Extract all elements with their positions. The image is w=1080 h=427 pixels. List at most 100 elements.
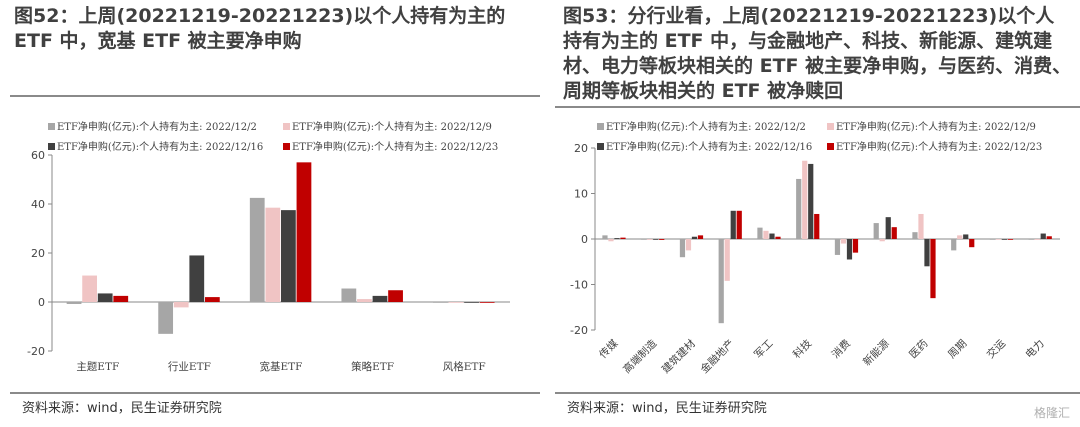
bar: [879, 239, 885, 242]
bar: [479, 302, 495, 303]
legend-label: ETF净申购(亿元):个人持有为主: 2022/12/16: [606, 140, 812, 153]
y-tick-label: 40: [31, 198, 45, 211]
category-label: 主题ETF: [76, 361, 119, 373]
legend-swatch: [827, 123, 834, 130]
bar: [685, 239, 692, 251]
left-title-rule: [10, 95, 540, 97]
bar: [951, 239, 957, 251]
category-label: 交运: [984, 337, 1008, 361]
bar: [963, 234, 969, 239]
bar: [995, 239, 1002, 240]
category-label: 新能源: [860, 337, 892, 369]
legend-swatch: [597, 123, 604, 130]
bar: [1001, 239, 1008, 240]
bar: [891, 227, 897, 239]
bar: [796, 178, 802, 239]
y-tick-label: -20: [570, 324, 588, 337]
category-label: 传媒: [596, 337, 620, 361]
legend-label: ETF净申购(亿元):个人持有为主: 2022/12/9: [836, 120, 1036, 133]
right-chart-title: 图53：分行业看，上周(20221219-20221223)以个人持有为主的 E…: [563, 5, 1072, 102]
bar: [448, 302, 464, 303]
y-tick-label: 0: [38, 296, 45, 309]
legend-swatch: [283, 123, 290, 130]
bar: [802, 160, 808, 239]
legend-swatch: [827, 143, 834, 150]
bar: [873, 223, 879, 239]
bar: [1046, 236, 1052, 239]
bar: [296, 162, 312, 302]
legend-swatch: [597, 143, 604, 150]
bar: [388, 290, 403, 302]
bar: [357, 299, 372, 302]
y-tick-label: -10: [570, 279, 588, 292]
bar: [641, 239, 647, 240]
left-panel: 图52：上周(20221219-20221223)以个人持有为主的 ETF 中，…: [10, 5, 540, 416]
bar: [464, 302, 479, 303]
bar: [265, 207, 281, 302]
category-label: 电力: [1023, 337, 1047, 361]
category-label: 金融地产: [698, 337, 737, 376]
bar: [341, 288, 357, 302]
category-label: 建筑建材: [659, 337, 698, 376]
bar: [885, 217, 891, 239]
left-chart-title: 图52：上周(20221219-20221223)以个人持有为主的 ETF 中，…: [14, 5, 506, 52]
legend-label: ETF净申购(亿元):个人持有为主: 2022/12/2: [57, 120, 257, 133]
bar: [957, 235, 963, 239]
bar: [372, 295, 388, 303]
bar: [1034, 239, 1040, 240]
bar: [724, 239, 730, 281]
bar: [769, 233, 775, 239]
bar: [204, 297, 220, 302]
y-tick-label: 60: [31, 149, 45, 162]
right-source-rule: [555, 392, 1080, 394]
bar: [281, 210, 296, 303]
bar: [814, 213, 820, 239]
bar: [912, 232, 918, 239]
bar: [930, 239, 936, 299]
right-source-note: 资料来源：wind，民生证券研究院: [567, 401, 767, 416]
bar: [775, 236, 781, 239]
bar: [989, 239, 996, 240]
bar: [808, 163, 814, 239]
left-bar-chart: -20 0 20 40 60 主题ETF 行业ETF 宽基ETF 策略ETF 风格ETF ETF净申…: [27, 120, 510, 373]
category-label: 风格ETF: [443, 360, 486, 373]
bar: [969, 239, 975, 248]
right-bar-chart: -20 -10 0 10 20 传媒 高端制造 建筑建材 金融地产 军工 科技 消费 新能源 医药 周期 交运…: [570, 120, 1060, 376]
bar: [620, 237, 626, 239]
bar: [852, 239, 859, 253]
bar: [659, 239, 665, 240]
bar: [66, 302, 82, 304]
bar: [249, 197, 265, 303]
bar: [653, 239, 659, 240]
category-label: 宽基ETF: [260, 360, 303, 373]
legend-swatch: [48, 143, 55, 150]
bar: [757, 227, 763, 240]
y-tick-label: 20: [31, 247, 45, 260]
bar: [113, 295, 129, 303]
bar: [82, 275, 97, 302]
y-tick-label: 10: [574, 188, 588, 201]
category-label: 周期: [946, 338, 969, 361]
right-title-rule: [555, 106, 1080, 108]
left-source-note: 资料来源：wind，民生证券研究院: [22, 401, 222, 416]
category-label: 医药: [907, 338, 930, 361]
y-tick-label: 20: [574, 142, 588, 155]
bar: [189, 255, 205, 302]
bar: [679, 239, 686, 258]
category-label: 行业ETF: [168, 360, 211, 373]
category-label: 消费: [829, 337, 853, 361]
bar: [846, 239, 853, 260]
right-panel: 图53：分行业看，上周(20221219-20221223)以个人持有为主的 E…: [545, 0, 1080, 427]
legend-label: ETF净申购(亿元):个人持有为主: 2022/12/23: [292, 140, 498, 153]
bar: [697, 235, 704, 239]
bar: [433, 302, 448, 303]
bar: [834, 239, 841, 255]
bar: [158, 302, 174, 334]
bar: [691, 236, 698, 239]
bar: [840, 239, 847, 244]
legend-label: ETF净申购(亿元):个人持有为主: 2022/12/9: [292, 120, 492, 133]
bar: [924, 239, 930, 267]
bar: [1028, 239, 1034, 240]
bar: [173, 302, 189, 308]
bar: [763, 230, 769, 239]
